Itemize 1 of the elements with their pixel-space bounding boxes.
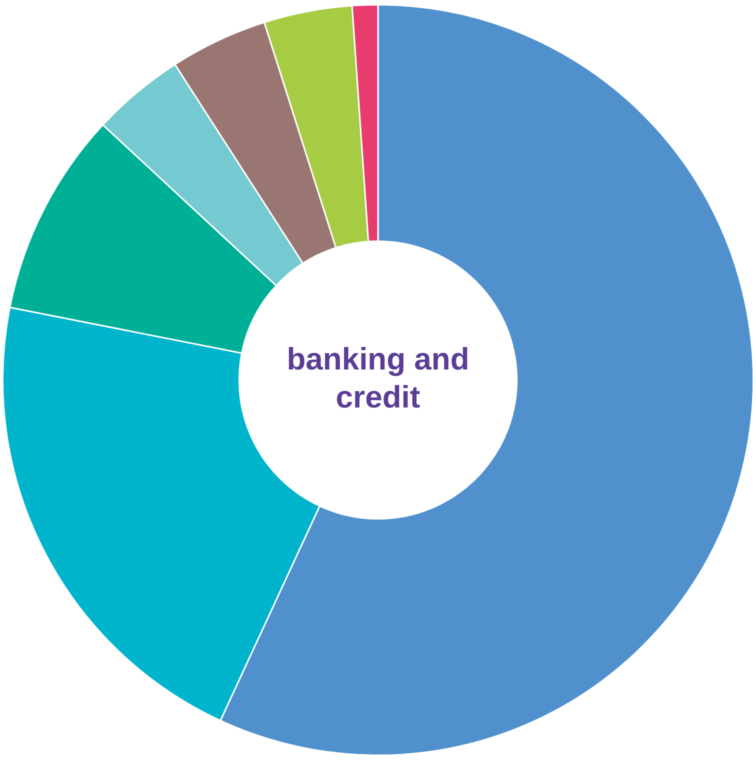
text: banking and credit xyxy=(286,342,470,415)
